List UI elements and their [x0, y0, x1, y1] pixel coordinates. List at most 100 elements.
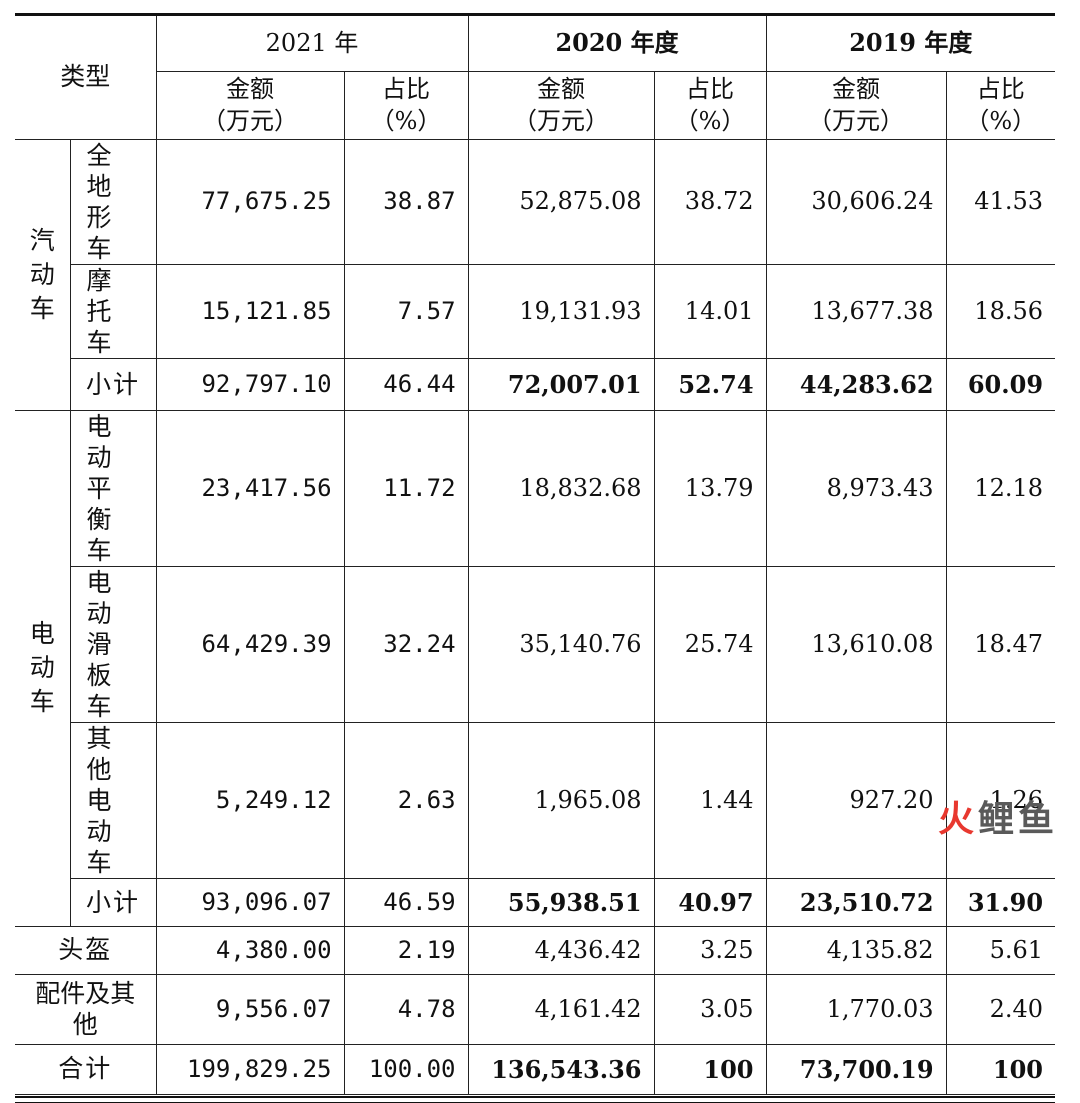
amount-2020: 35,140.76 — [467, 565, 655, 723]
ratio-2019: 5.61 — [945, 925, 1056, 975]
subtotal-row-electric: 小计 93,096.07 46.59 55,938.51 40.97 23,51… — [15, 877, 1056, 927]
ratio-2020: 38.72 — [653, 138, 767, 265]
ratio-2019: 60.09 — [945, 357, 1056, 411]
amount-2019: 4,135.82 — [765, 925, 947, 975]
table-row: 电 动 车 电动 平衡 车 23,417.56 11.72 18,832.68 … — [15, 409, 1056, 927]
amount-2021: 77,675.25 — [155, 138, 345, 265]
ratio-2021: 46.59 — [343, 877, 469, 927]
ratio-2020: 40.97 — [653, 877, 767, 927]
table-row: 其他 电动 车 5,249.12 2.63 1,965.08 1.44 927.… — [15, 721, 1056, 879]
amount-2021: 92,797.10 — [155, 357, 345, 411]
table-row: 汽 动 车 全地 形车 77,675.25 38.87 52,875.08 38… — [15, 138, 1056, 411]
row-label: 合计 — [15, 1043, 157, 1095]
top-rule — [15, 13, 1055, 16]
amount-unit: （万元） — [808, 107, 905, 135]
ratio-header-2021: 占比 （%） — [343, 70, 469, 140]
group-label-fuel-vehicles: 汽 动 车 — [15, 138, 71, 411]
amount-2021: 64,429.39 — [155, 565, 345, 723]
ratio-2021: 100.00 — [343, 1043, 469, 1095]
row-label: 头盔 — [15, 925, 157, 975]
amount-2020: 1,965.08 — [467, 721, 655, 879]
amount-2021: 23,417.56 — [155, 409, 345, 567]
amount-header-2020: 金额 （万元） — [467, 70, 655, 140]
ratio-label: 占比 — [382, 75, 431, 103]
row-label: 电动 滑板 车 — [70, 565, 157, 723]
ratio-2021: 11.72 — [343, 409, 469, 567]
header-row-years: 类型 2021 年 2020 年度 2019 年度 — [15, 16, 1056, 140]
year-header-2019: 2019 年度 — [765, 16, 1056, 72]
total-row: 合计 199,829.25 100.00 136,543.36 100 73,7… — [15, 1043, 1056, 1095]
amount-unit: （万元） — [513, 107, 610, 135]
header-row-columns: 金额 （万元） 占比 （%） 金额 （万元） 占比 （%） 金额 （万元） 占比… — [15, 70, 1056, 140]
amount-2019: 23,510.72 — [765, 877, 947, 927]
ratio-2020: 13.79 — [653, 409, 767, 567]
amount-2019: 8,973.43 — [765, 409, 947, 567]
amount-2020: 55,938.51 — [467, 877, 655, 927]
ratio-header-2019: 占比 （%） — [945, 70, 1056, 140]
ratio-unit: （%） — [965, 107, 1037, 135]
year-header-2020: 2020 年度 — [467, 16, 767, 72]
ratio-2021: 2.63 — [343, 721, 469, 879]
revenue-by-type-table: 类型 2021 年 2020 年度 2019 年度 金额 （万元） 占比 （%）… — [15, 16, 1056, 1095]
watermark-logo: 火鲤鱼 — [938, 790, 1058, 842]
amount-2019: 13,610.08 — [765, 565, 947, 723]
amount-2019: 44,283.62 — [765, 357, 947, 411]
ratio-2019: 18.47 — [945, 565, 1056, 723]
ratio-2020: 1.44 — [653, 721, 767, 879]
table-row: 摩托 车 15,121.85 7.57 19,131.93 14.01 13,6… — [15, 263, 1056, 359]
subtotal-row-fuel: 小计 92,797.10 46.44 72,007.01 52.74 44,28… — [15, 357, 1056, 411]
ratio-2019: 12.18 — [945, 409, 1056, 567]
ratio-2019: 100 — [945, 1043, 1056, 1095]
table-row: 头盔 4,380.00 2.19 4,436.42 3.25 4,135.82 … — [15, 925, 1056, 975]
ratio-label: 占比 — [976, 75, 1025, 103]
amount-2019: 30,606.24 — [765, 138, 947, 265]
amount-2020: 19,131.93 — [467, 263, 655, 359]
year-header-2021: 2021 年 — [155, 16, 469, 72]
row-label: 全地 形车 — [69, 138, 157, 265]
amount-2021: 199,829.25 — [155, 1043, 345, 1095]
ratio-2021: 32.24 — [343, 565, 469, 723]
ratio-header-2020: 占比 （%） — [653, 70, 767, 140]
row-label: 小计 — [70, 877, 157, 927]
amount-header-2021: 金额 （万元） — [156, 70, 345, 140]
ratio-2020: 14.01 — [653, 263, 767, 359]
amount-2019: 927.20 — [765, 721, 947, 879]
row-label: 其他 电动 车 — [70, 721, 157, 879]
amount-unit: （万元） — [202, 107, 299, 135]
amount-label: 金额 — [537, 75, 586, 103]
watermark-text: 鲤鱼 — [977, 799, 1058, 840]
amount-label: 金额 — [832, 75, 881, 103]
amount-2020: 4,161.42 — [467, 973, 655, 1045]
ratio-unit: （%） — [370, 107, 442, 135]
amount-2021: 93,096.07 — [155, 877, 345, 927]
ratio-2020: 52.74 — [653, 357, 767, 411]
amount-2020: 4,436.42 — [467, 925, 655, 975]
watermark-fire: 火 — [937, 799, 978, 840]
amount-2021: 9,556.07 — [155, 973, 345, 1045]
type-header: 类型 — [15, 16, 157, 140]
group-label-text: 电 动 车 — [29, 619, 55, 716]
ratio-2021: 7.57 — [343, 263, 469, 359]
revenue-table-container: 类型 2021 年 2020 年度 2019 年度 金额 （万元） 占比 （%）… — [15, 13, 1056, 1103]
ratio-2021: 4.78 — [343, 973, 469, 1045]
row-label: 配件及其 他 — [15, 973, 157, 1045]
table-row: 电动 滑板 车 64,429.39 32.24 35,140.76 25.74 … — [15, 565, 1056, 723]
ratio-2019: 31.90 — [945, 877, 1056, 927]
amount-2020: 72,007.01 — [467, 357, 655, 411]
ratio-2020: 3.25 — [653, 925, 767, 975]
bottom-rule — [15, 1095, 1055, 1103]
group-label-text: 汽 动 车 — [29, 225, 55, 323]
ratio-2021: 38.87 — [343, 138, 469, 265]
ratio-2020: 100 — [653, 1043, 767, 1095]
row-label: 摩托 车 — [70, 263, 157, 359]
amount-2020: 18,832.68 — [467, 409, 655, 567]
amount-label: 金额 — [226, 75, 275, 103]
row-label: 小计 — [70, 357, 157, 411]
group-label-electric-vehicles: 电 动 车 — [15, 409, 71, 927]
amount-2021: 5,249.12 — [155, 721, 345, 879]
ratio-2021: 46.44 — [343, 357, 469, 411]
ratio-2019: 18.56 — [945, 263, 1056, 359]
ratio-2019: 41.53 — [945, 138, 1056, 265]
ratio-2020: 25.74 — [653, 565, 767, 723]
amount-header-2019: 金额 （万元） — [765, 70, 947, 140]
